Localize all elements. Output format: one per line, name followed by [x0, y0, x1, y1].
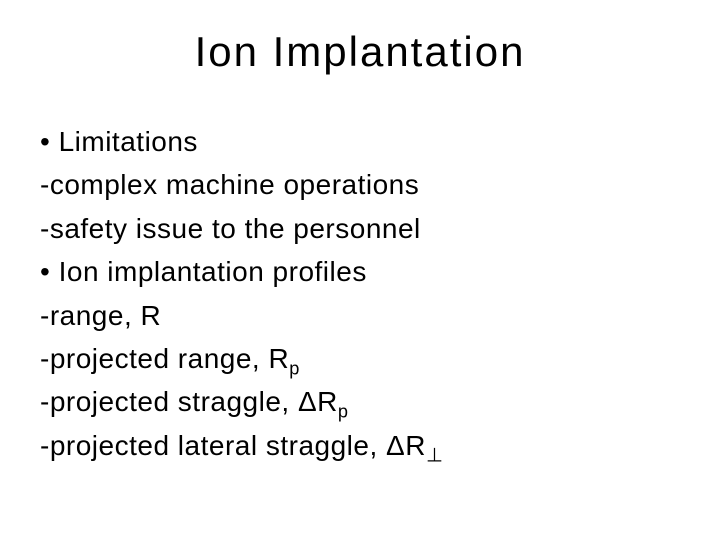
dash-projected-straggle: projected straggle, ΔRp: [40, 380, 680, 423]
bullet-limitations: Limitations: [40, 120, 680, 163]
text: range, R: [50, 300, 161, 331]
dash-range: range, R: [40, 294, 680, 337]
dash-safety: safety issue to the personnel: [40, 207, 680, 250]
bullet-profiles: Ion implantation profiles: [40, 250, 680, 293]
text: Limitations: [59, 126, 198, 157]
slide-title: Ion Implantation: [40, 28, 680, 76]
dash-lateral-straggle: projected lateral straggle, ΔR⊥: [40, 424, 680, 467]
text: safety issue to the personnel: [50, 213, 421, 244]
subscript-p: p: [289, 359, 300, 379]
subscript-perp: ⊥: [426, 444, 444, 466]
text-prefix: projected lateral straggle, ΔR: [50, 430, 426, 461]
slide: Ion Implantation Limitations complex mac…: [0, 0, 720, 540]
subscript-p: p: [338, 402, 349, 422]
text: complex machine operations: [50, 169, 419, 200]
dash-projected-range: projected range, Rp: [40, 337, 680, 380]
slide-body: Limitations complex machine operations s…: [40, 120, 680, 467]
text: Ion implantation profiles: [59, 256, 367, 287]
dash-complex-ops: complex machine operations: [40, 163, 680, 206]
text-prefix: projected straggle, ΔR: [50, 386, 338, 417]
text-prefix: projected range, R: [50, 343, 289, 374]
